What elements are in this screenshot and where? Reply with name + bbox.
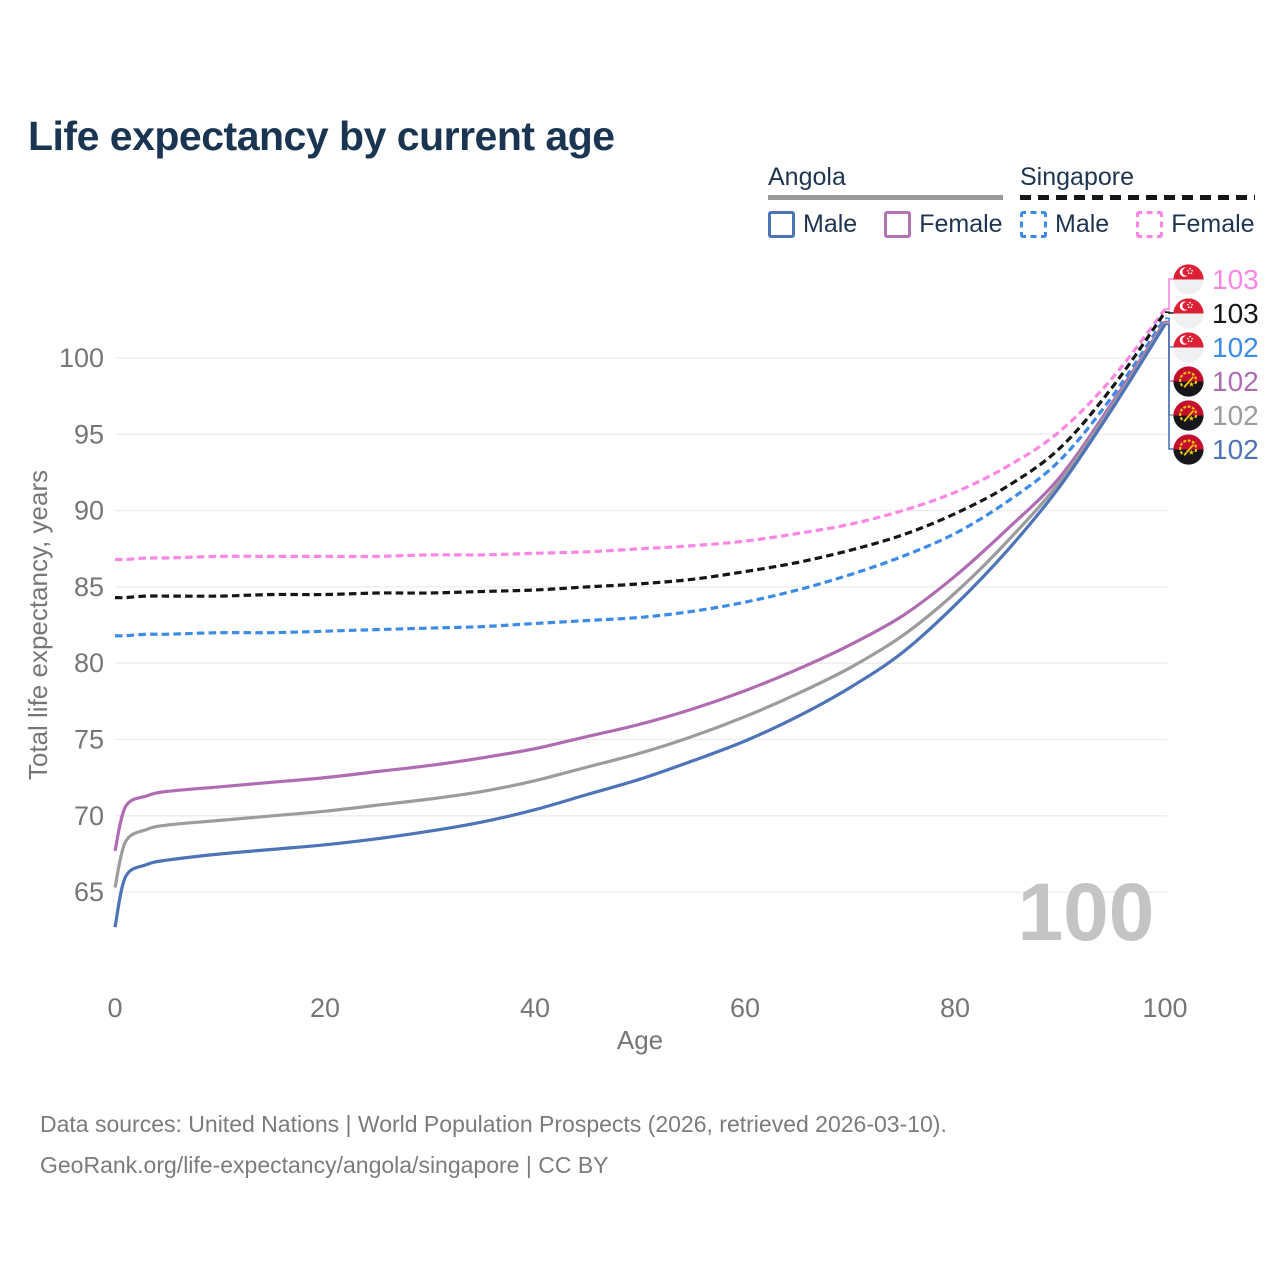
leader-line-ao-all (1165, 322, 1175, 416)
series-line-ao-female (113, 320, 1167, 852)
flag-singapore-icon (1173, 298, 1204, 329)
legend-angola-line-sample (768, 195, 1003, 200)
legend-angola: Angola Male Female (768, 163, 1003, 239)
legend-singapore-female-checkbox[interactable] (1136, 211, 1164, 238)
legend-singapore-line-sample (1020, 195, 1255, 200)
x-axis-tick-label: 0 (107, 993, 122, 1023)
legend-angola-male-label[interactable]: Male (803, 210, 858, 238)
x-axis-tick-label: 20 (310, 993, 340, 1023)
series-curves (113, 308, 1167, 928)
legend-singapore-female-label[interactable]: Female (1171, 210, 1255, 238)
age-watermark: 100 (1018, 867, 1155, 958)
end-value-label-ao-female: 102 (1212, 366, 1259, 397)
series-line-ao-all (113, 322, 1167, 888)
footer-data-sources: Data sources: United Nations | World Pop… (40, 1111, 947, 1137)
y-axis-tick-label: 65 (74, 877, 104, 907)
footer: Data sources: United Nations | World Pop… (40, 1104, 947, 1186)
x-axis-title: Age (617, 1025, 663, 1055)
legend-singapore-title: Singapore (1020, 163, 1134, 191)
flag-singapore-icon (1173, 264, 1204, 295)
y-axis-tick-label: 85 (74, 572, 104, 602)
leader-line-ao-male (1165, 323, 1175, 450)
y-axis-tick-label: 70 (74, 801, 104, 831)
leader-lines (1165, 278, 1175, 450)
footer-attribution: GeoRank.org/life-expectancy/angola/singa… (40, 1152, 609, 1178)
x-axis-tick-label: 80 (940, 993, 970, 1023)
leader-line-sg-female (1165, 278, 1175, 310)
end-value-label-ao-male: 102 (1212, 434, 1259, 465)
flag-angola-icon (1173, 434, 1204, 465)
leader-line-sg-all (1165, 311, 1175, 314)
x-axis-tick-label: 60 (730, 993, 760, 1023)
x-axis-ticks: 0 20 40 60 80 100 (107, 993, 1187, 1023)
legend-angola-male-checkbox[interactable] (768, 211, 795, 238)
end-value-label-sg-all: 103 (1212, 298, 1259, 329)
x-axis-tick-label: 100 (1142, 993, 1187, 1023)
end-flags (1173, 264, 1204, 465)
x-axis-tick-label: 40 (520, 993, 550, 1023)
series-line-sg-all (114, 311, 1167, 600)
legend-angola-female-label[interactable]: Female (919, 210, 1003, 238)
legend-singapore-male-checkbox[interactable] (1020, 211, 1047, 238)
y-axis-tick-label: 100 (59, 343, 104, 373)
legend-singapore: Singapore Male Female (1020, 163, 1255, 239)
page-title: Life expectancy by current age (28, 113, 615, 160)
y-axis-tick-label: 95 (74, 419, 104, 449)
gridlines (115, 357, 1167, 893)
legend-angola-female-checkbox[interactable] (884, 211, 912, 238)
legend-angola-title: Angola (768, 163, 846, 191)
end-value-label-ao-all: 102 (1212, 400, 1259, 431)
flag-angola-icon (1173, 366, 1204, 397)
y-axis-tick-label: 80 (74, 648, 104, 678)
y-axis-tick-label: 75 (74, 725, 104, 755)
legend-singapore-male-label[interactable]: Male (1055, 210, 1110, 238)
y-axis-tick-label: 90 (74, 496, 104, 526)
end-value-label-sg-female: 103 (1212, 264, 1259, 295)
series-line-sg-male (114, 317, 1167, 638)
leader-line-ao-female (1165, 320, 1175, 382)
series-line-sg-female (114, 308, 1167, 562)
y-axis-title: Total life expectancy, years (23, 470, 53, 780)
flag-angola-icon (1173, 400, 1204, 431)
y-axis-ticks: 65 70 75 80 85 90 95 100 (59, 343, 104, 907)
flag-singapore-icon (1173, 332, 1204, 363)
series-line-ao-male (113, 323, 1167, 928)
end-value-label-sg-male: 102 (1212, 332, 1259, 363)
